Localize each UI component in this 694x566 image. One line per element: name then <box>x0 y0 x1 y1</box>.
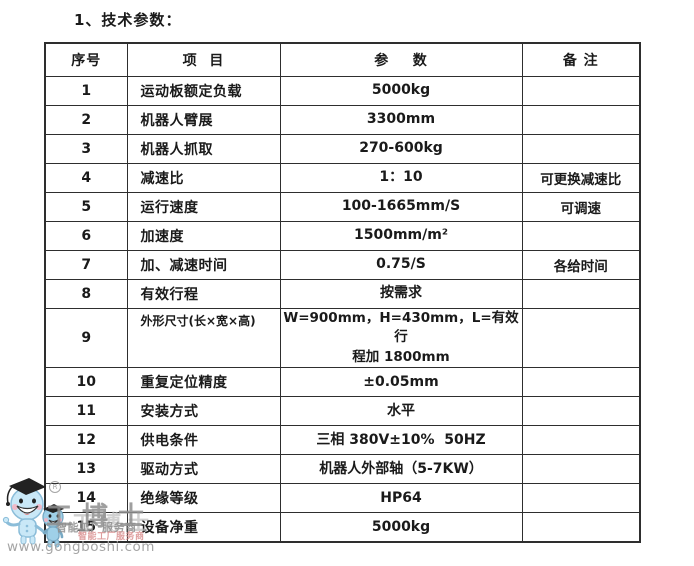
table-row: 11 安装方式 水平 <box>44 396 641 427</box>
cell-param: 水平 <box>279 396 523 427</box>
cell-no: 5 <box>44 191 128 222</box>
table-row: 2 机器人臂展 3300mm <box>44 104 641 135</box>
cell-note: 可更换减速比 <box>521 162 641 193</box>
cell-note <box>521 104 641 135</box>
cell-note <box>521 278 641 309</box>
cell-item: 安装方式 <box>126 396 281 427</box>
cell-param: 按需求 <box>279 278 523 309</box>
table-row: 14 绝缘等级 HP64 <box>44 483 641 514</box>
cell-note <box>521 307 641 369</box>
page-title: 1、技术参数： <box>74 11 182 29</box>
cell-param: 1：10 <box>279 162 523 193</box>
cell-item: 加、减速时间 <box>126 249 281 280</box>
cell-no: 13 <box>44 454 128 485</box>
cell-note <box>521 396 641 427</box>
col-header-param: 参 数 <box>279 42 523 77</box>
cell-item: 加速度 <box>126 220 281 251</box>
cell-note: 各给时间 <box>521 249 641 280</box>
cell-item: 减速比 <box>126 162 281 193</box>
cell-param: 机器人外部轴（5-7KW） <box>279 454 523 485</box>
cell-item: 机器人抓取 <box>126 133 281 164</box>
cell-note <box>521 133 641 164</box>
cell-item: 供电条件 <box>126 425 281 456</box>
table-header-row: 序号 项 目 参 数 备 注 <box>44 42 641 77</box>
col-header-note: 备 注 <box>521 42 641 77</box>
cell-item: 驱动方式 <box>126 454 281 485</box>
cell-no: 3 <box>44 133 128 164</box>
cell-no: 10 <box>44 367 128 398</box>
cell-no: 11 <box>44 396 128 427</box>
cell-note: 可调速 <box>521 191 641 222</box>
table-row: 12 供电条件 三相 380V±10% 50HZ <box>44 425 641 456</box>
table-row: 5 运行速度 100-1665mm/S 可调速 <box>44 191 641 222</box>
table-row: 8 有效行程 按需求 <box>44 278 641 309</box>
cell-no: 8 <box>44 278 128 309</box>
cell-note <box>521 512 641 543</box>
cell-param: 5000kg <box>279 512 523 543</box>
cell-param: W=900mm，H=430mm，L=有效行 程加 1800mm <box>279 307 523 369</box>
cell-no: 7 <box>44 249 128 280</box>
cell-note <box>521 220 641 251</box>
cell-note <box>521 425 641 456</box>
cell-item: 有效行程 <box>126 278 281 309</box>
cell-note <box>521 454 641 485</box>
cell-no: 2 <box>44 104 128 135</box>
cell-param: 0.75/S <box>279 249 523 280</box>
cell-no: 4 <box>44 162 128 193</box>
cell-no: 14 <box>44 483 128 514</box>
cell-param: 1500mm/m² <box>279 220 523 251</box>
cell-note <box>521 483 641 514</box>
cell-param: 100-1665mm/S <box>279 191 523 222</box>
cell-item: 机器人臂展 <box>126 104 281 135</box>
cell-param: HP64 <box>279 483 523 514</box>
cell-item: 运行速度 <box>126 191 281 222</box>
col-header-item: 项 目 <box>126 42 281 77</box>
cell-item: 绝缘等级 <box>126 483 281 514</box>
cell-param: 270-600kg <box>279 133 523 164</box>
cell-no: 15 <box>44 512 128 543</box>
table-row: 3 机器人抓取 270-600kg <box>44 133 641 164</box>
cell-note <box>521 75 641 106</box>
cell-no: 12 <box>44 425 128 456</box>
cell-no: 1 <box>44 75 128 106</box>
table-row: 9 外形尺寸(长×宽×高) W=900mm，H=430mm，L=有效行 程加 1… <box>44 307 641 369</box>
cell-item: 重复定位精度 <box>126 367 281 398</box>
cell-no: 6 <box>44 220 128 251</box>
cell-param: 三相 380V±10% 50HZ <box>279 425 523 456</box>
cell-item: 设备净重 <box>126 512 281 543</box>
spec-table: 序号 项 目 参 数 备 注 1 运动板额定负载 5000kg 2 机器人臂展 … <box>44 42 641 543</box>
table-row: 15 设备净重 5000kg <box>44 512 641 543</box>
cell-note <box>521 367 641 398</box>
cell-item: 运动板额定负载 <box>126 75 281 106</box>
table-row: 7 加、减速时间 0.75/S 各给时间 <box>44 249 641 280</box>
cell-item: 外形尺寸(长×宽×高) <box>126 307 281 369</box>
col-header-no: 序号 <box>44 42 128 77</box>
table-row: 1 运动板额定负载 5000kg <box>44 75 641 106</box>
table-row: 13 驱动方式 机器人外部轴（5-7KW） <box>44 454 641 485</box>
cell-param: 5000kg <box>279 75 523 106</box>
table-row: 10 重复定位精度 ±0.05mm <box>44 367 641 398</box>
cell-param: ±0.05mm <box>279 367 523 398</box>
table-row: 4 减速比 1：10 可更换减速比 <box>44 162 641 193</box>
table-row: 6 加速度 1500mm/m² <box>44 220 641 251</box>
cell-no: 9 <box>44 307 128 369</box>
cell-param: 3300mm <box>279 104 523 135</box>
